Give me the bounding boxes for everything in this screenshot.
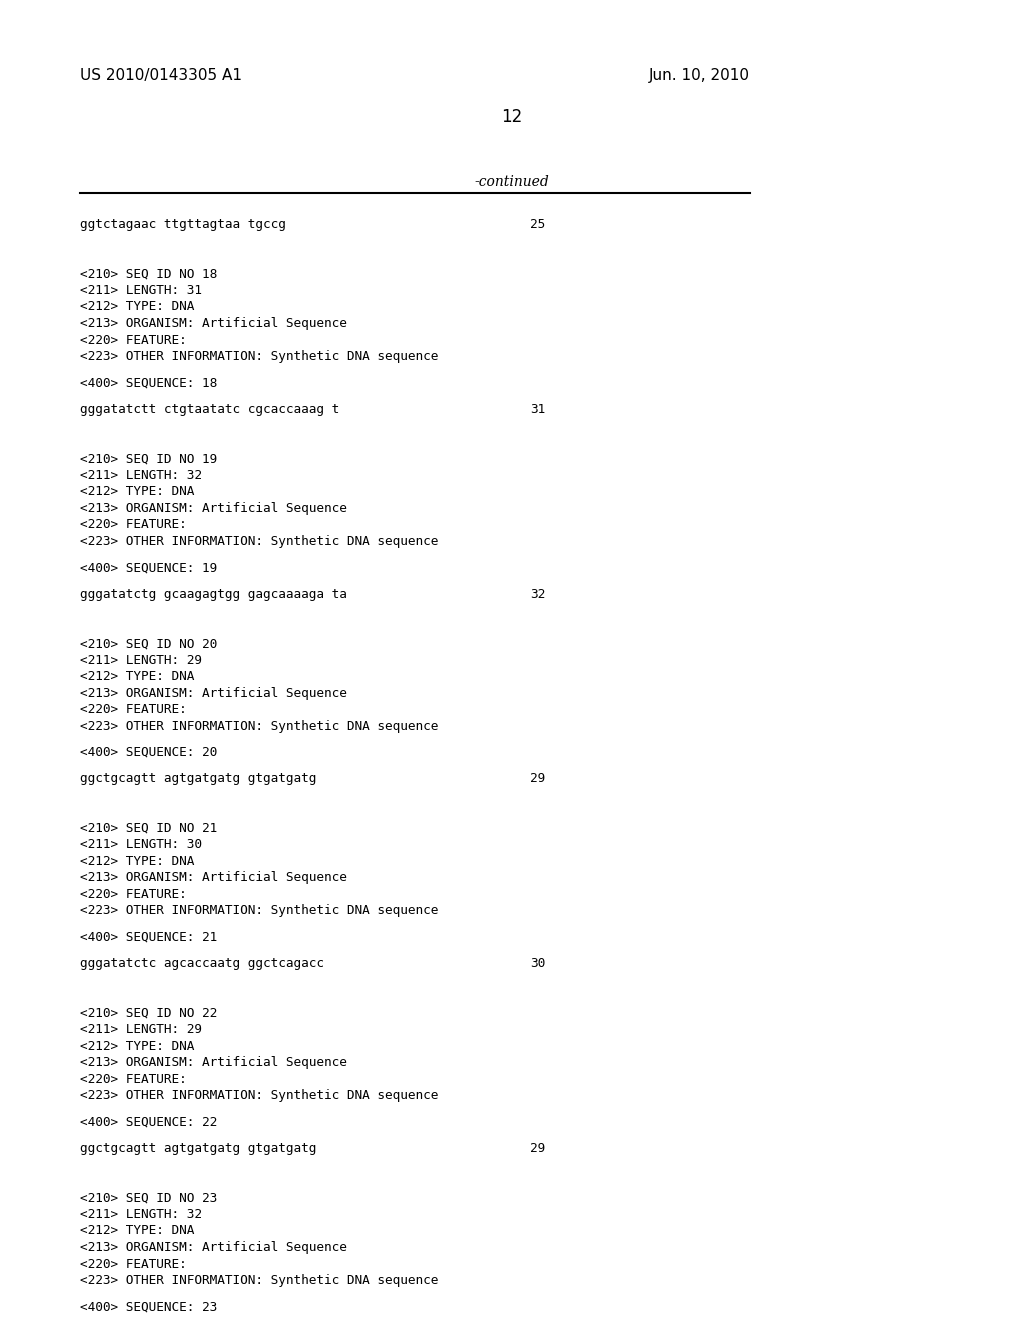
Text: <213> ORGANISM: Artificial Sequence: <213> ORGANISM: Artificial Sequence bbox=[80, 317, 347, 330]
Text: <223> OTHER INFORMATION: Synthetic DNA sequence: <223> OTHER INFORMATION: Synthetic DNA s… bbox=[80, 1274, 438, 1287]
Text: <213> ORGANISM: Artificial Sequence: <213> ORGANISM: Artificial Sequence bbox=[80, 1241, 347, 1254]
Text: <212> TYPE: DNA: <212> TYPE: DNA bbox=[80, 671, 195, 682]
Text: <400> SEQUENCE: 18: <400> SEQUENCE: 18 bbox=[80, 376, 217, 389]
Text: -continued: -continued bbox=[475, 176, 549, 189]
Text: <210> SEQ ID NO 20: <210> SEQ ID NO 20 bbox=[80, 638, 217, 649]
Text: <212> TYPE: DNA: <212> TYPE: DNA bbox=[80, 1040, 195, 1052]
Text: gggatatctg gcaagagtgg gagcaaaaga ta: gggatatctg gcaagagtgg gagcaaaaga ta bbox=[80, 587, 347, 601]
Text: ggctgcagtt agtgatgatg gtgatgatg: ggctgcagtt agtgatgatg gtgatgatg bbox=[80, 1142, 316, 1155]
Text: <213> ORGANISM: Artificial Sequence: <213> ORGANISM: Artificial Sequence bbox=[80, 686, 347, 700]
Text: <400> SEQUENCE: 23: <400> SEQUENCE: 23 bbox=[80, 1300, 217, 1313]
Text: <220> FEATURE:: <220> FEATURE: bbox=[80, 888, 186, 900]
Text: 30: 30 bbox=[530, 957, 545, 970]
Text: <223> OTHER INFORMATION: Synthetic DNA sequence: <223> OTHER INFORMATION: Synthetic DNA s… bbox=[80, 719, 438, 733]
Text: <220> FEATURE:: <220> FEATURE: bbox=[80, 519, 186, 531]
Text: <212> TYPE: DNA: <212> TYPE: DNA bbox=[80, 301, 195, 314]
Text: <212> TYPE: DNA: <212> TYPE: DNA bbox=[80, 486, 195, 498]
Text: 25: 25 bbox=[530, 218, 545, 231]
Text: <223> OTHER INFORMATION: Synthetic DNA sequence: <223> OTHER INFORMATION: Synthetic DNA s… bbox=[80, 1089, 438, 1102]
Text: <211> LENGTH: 32: <211> LENGTH: 32 bbox=[80, 1208, 202, 1221]
Text: 29: 29 bbox=[530, 772, 545, 785]
Text: 12: 12 bbox=[502, 108, 522, 125]
Text: US 2010/0143305 A1: US 2010/0143305 A1 bbox=[80, 69, 242, 83]
Text: <400> SEQUENCE: 19: <400> SEQUENCE: 19 bbox=[80, 561, 217, 574]
Text: <220> FEATURE:: <220> FEATURE: bbox=[80, 1258, 186, 1270]
Text: <213> ORGANISM: Artificial Sequence: <213> ORGANISM: Artificial Sequence bbox=[80, 1056, 347, 1069]
Text: <213> ORGANISM: Artificial Sequence: <213> ORGANISM: Artificial Sequence bbox=[80, 871, 347, 884]
Text: <213> ORGANISM: Artificial Sequence: <213> ORGANISM: Artificial Sequence bbox=[80, 502, 347, 515]
Text: <400> SEQUENCE: 22: <400> SEQUENCE: 22 bbox=[80, 1115, 217, 1129]
Text: <211> LENGTH: 32: <211> LENGTH: 32 bbox=[80, 469, 202, 482]
Text: 29: 29 bbox=[530, 1142, 545, 1155]
Text: gggatatctc agcaccaatg ggctcagacc: gggatatctc agcaccaatg ggctcagacc bbox=[80, 957, 324, 970]
Text: <220> FEATURE:: <220> FEATURE: bbox=[80, 704, 186, 715]
Text: <220> FEATURE:: <220> FEATURE: bbox=[80, 334, 186, 346]
Text: gggatatctt ctgtaatatc cgcaccaaag t: gggatatctt ctgtaatatc cgcaccaaag t bbox=[80, 403, 339, 416]
Text: <211> LENGTH: 29: <211> LENGTH: 29 bbox=[80, 1023, 202, 1036]
Text: <210> SEQ ID NO 21: <210> SEQ ID NO 21 bbox=[80, 822, 217, 834]
Text: ggctgcagtt agtgatgatg gtgatgatg: ggctgcagtt agtgatgatg gtgatgatg bbox=[80, 772, 316, 785]
Text: <223> OTHER INFORMATION: Synthetic DNA sequence: <223> OTHER INFORMATION: Synthetic DNA s… bbox=[80, 350, 438, 363]
Text: <211> LENGTH: 30: <211> LENGTH: 30 bbox=[80, 838, 202, 851]
Text: <220> FEATURE:: <220> FEATURE: bbox=[80, 1073, 186, 1085]
Text: <400> SEQUENCE: 20: <400> SEQUENCE: 20 bbox=[80, 746, 217, 759]
Text: <223> OTHER INFORMATION: Synthetic DNA sequence: <223> OTHER INFORMATION: Synthetic DNA s… bbox=[80, 904, 438, 917]
Text: <211> LENGTH: 31: <211> LENGTH: 31 bbox=[80, 284, 202, 297]
Text: 31: 31 bbox=[530, 403, 545, 416]
Text: <210> SEQ ID NO 18: <210> SEQ ID NO 18 bbox=[80, 268, 217, 281]
Text: <212> TYPE: DNA: <212> TYPE: DNA bbox=[80, 1225, 195, 1238]
Text: Jun. 10, 2010: Jun. 10, 2010 bbox=[649, 69, 750, 83]
Text: <211> LENGTH: 29: <211> LENGTH: 29 bbox=[80, 653, 202, 667]
Text: <210> SEQ ID NO 19: <210> SEQ ID NO 19 bbox=[80, 453, 217, 465]
Text: <210> SEQ ID NO 23: <210> SEQ ID NO 23 bbox=[80, 1192, 217, 1204]
Text: <210> SEQ ID NO 22: <210> SEQ ID NO 22 bbox=[80, 1007, 217, 1019]
Text: <212> TYPE: DNA: <212> TYPE: DNA bbox=[80, 855, 195, 869]
Text: ggtctagaac ttgttagtaa tgccg: ggtctagaac ttgttagtaa tgccg bbox=[80, 218, 286, 231]
Text: 32: 32 bbox=[530, 587, 545, 601]
Text: <223> OTHER INFORMATION: Synthetic DNA sequence: <223> OTHER INFORMATION: Synthetic DNA s… bbox=[80, 535, 438, 548]
Text: <400> SEQUENCE: 21: <400> SEQUENCE: 21 bbox=[80, 931, 217, 944]
